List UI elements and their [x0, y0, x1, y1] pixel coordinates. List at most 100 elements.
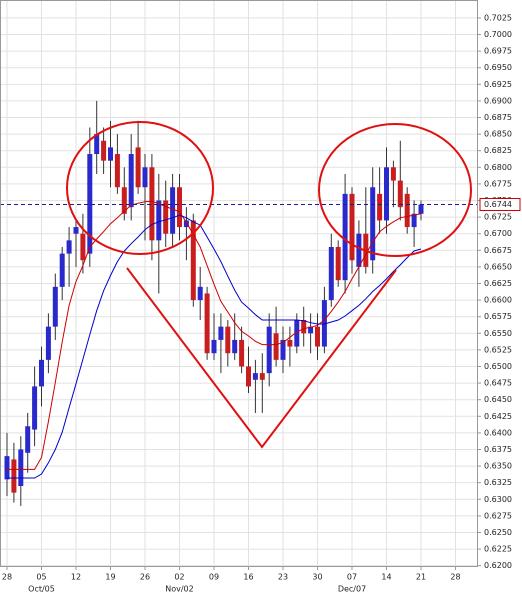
moving-average-line [7, 214, 422, 479]
candle-body [266, 326, 272, 374]
candle-body [142, 167, 148, 188]
marks [0, 100, 478, 506]
candle-body [349, 193, 355, 261]
candle-body [411, 213, 417, 228]
candle-body [259, 373, 265, 380]
x-tick-label: 05 [36, 573, 46, 582]
y-tick-label: 0.6500 [484, 362, 512, 371]
candle-body [66, 240, 72, 254]
y-tick-label: 0.6850 [484, 130, 512, 139]
candle-body [163, 200, 169, 234]
x-tick-label: 09 [209, 573, 219, 582]
candle-body [94, 134, 100, 155]
candle-body [232, 339, 238, 354]
y-tick-label: 0.6950 [484, 63, 512, 72]
y-tick-label: 0.7000 [484, 30, 512, 39]
y-tick-label: 0.6675 [484, 246, 512, 255]
candle-body [108, 147, 113, 161]
candle-body [335, 246, 341, 281]
annotations [66, 121, 472, 449]
x-tick-label: 23 [278, 573, 288, 582]
candle-body [4, 456, 10, 480]
candle-body [239, 339, 245, 367]
candle-body [45, 326, 51, 360]
circle-annotation [318, 123, 472, 257]
candle-body [197, 286, 203, 301]
candle-body [301, 320, 307, 334]
candle-body [294, 320, 300, 347]
candle-body [211, 339, 217, 354]
candle-body [321, 300, 327, 347]
y-tick-label: 0.6650 [484, 262, 512, 271]
x-tick-label: 28 [2, 573, 12, 582]
candle-body [225, 326, 231, 354]
candle-body [87, 154, 93, 254]
candle-body [39, 359, 44, 387]
x-tick-label: 21 [416, 573, 426, 582]
candle-body [59, 253, 65, 287]
y-tick-label: 0.6350 [484, 462, 512, 471]
y-tick-label: 0.6575 [484, 312, 512, 321]
candle-body [32, 386, 38, 430]
candle-body [135, 147, 141, 188]
candle-body [183, 220, 189, 228]
y-tick-label: 0.6825 [484, 146, 512, 155]
candle-body [156, 200, 162, 241]
candle-body [218, 326, 224, 340]
x-tick-label: 26 [140, 573, 150, 582]
candle-body [190, 220, 196, 301]
y-tick-label: 0.6700 [484, 229, 512, 238]
y-tick-label: 0.6775 [484, 179, 512, 188]
candle-body [328, 246, 334, 301]
y-tick-label: 0.6725 [484, 213, 512, 222]
candle-body [114, 154, 120, 188]
candle-body [370, 187, 376, 261]
candle-body [377, 193, 383, 221]
x-sublabel: Dec/07 [338, 585, 366, 594]
y-tick-label: 0.6325 [484, 478, 512, 487]
candle-body [418, 204, 424, 214]
candle-body [18, 449, 24, 486]
y-tick-label: 0.6425 [484, 412, 512, 421]
x-tick-label: 19 [105, 573, 115, 582]
x-tick-label: 28 [450, 573, 460, 582]
candle-body [128, 154, 134, 208]
y-tick-label: 0.6250 [484, 528, 512, 537]
y-tick-label: 0.6625 [484, 279, 512, 288]
v-annotation [126, 267, 397, 449]
y-tick-label: 0.6600 [484, 296, 512, 305]
last-price-box [479, 197, 521, 211]
x-sublabel: Oct/05 [28, 585, 55, 594]
y-tick-label: 0.7025 [484, 13, 512, 22]
candle-body [52, 286, 58, 327]
candle-body [356, 233, 362, 267]
circle-annotation [66, 121, 214, 255]
candle-body [390, 167, 396, 181]
candle-body [80, 233, 86, 261]
candle-body [73, 227, 79, 234]
y-tick-label: 0.6525 [484, 345, 512, 354]
candle-body [121, 187, 127, 214]
y-tick-label: 0.6450 [484, 395, 512, 404]
candle-body [252, 373, 258, 380]
moving-average-line [7, 200, 422, 470]
candle-body [280, 339, 286, 360]
candle-body [308, 326, 314, 334]
plot-border [0, 0, 478, 567]
candle-body [404, 193, 410, 228]
y-tick-label: 0.6550 [484, 329, 512, 338]
x-tick-label: 30 [312, 573, 322, 582]
candle-body [170, 187, 176, 234]
x-tick-label: 07 [347, 573, 357, 582]
candle-body [204, 293, 210, 354]
y-tick-label: 0.6225 [484, 545, 512, 554]
y-tick-label: 0.6375 [484, 445, 512, 454]
x-sublabel: Nov/02 [165, 585, 194, 594]
y-tick-label: 0.6400 [484, 428, 512, 437]
labels: 0.6200 0.6225 0.6250 0.6275 0.6300 0.6325 0.63… [2, 13, 521, 594]
y-tick-label: 0.6300 [484, 495, 512, 504]
y-tick-label: 0.6475 [484, 379, 512, 388]
candle-body [177, 187, 182, 228]
